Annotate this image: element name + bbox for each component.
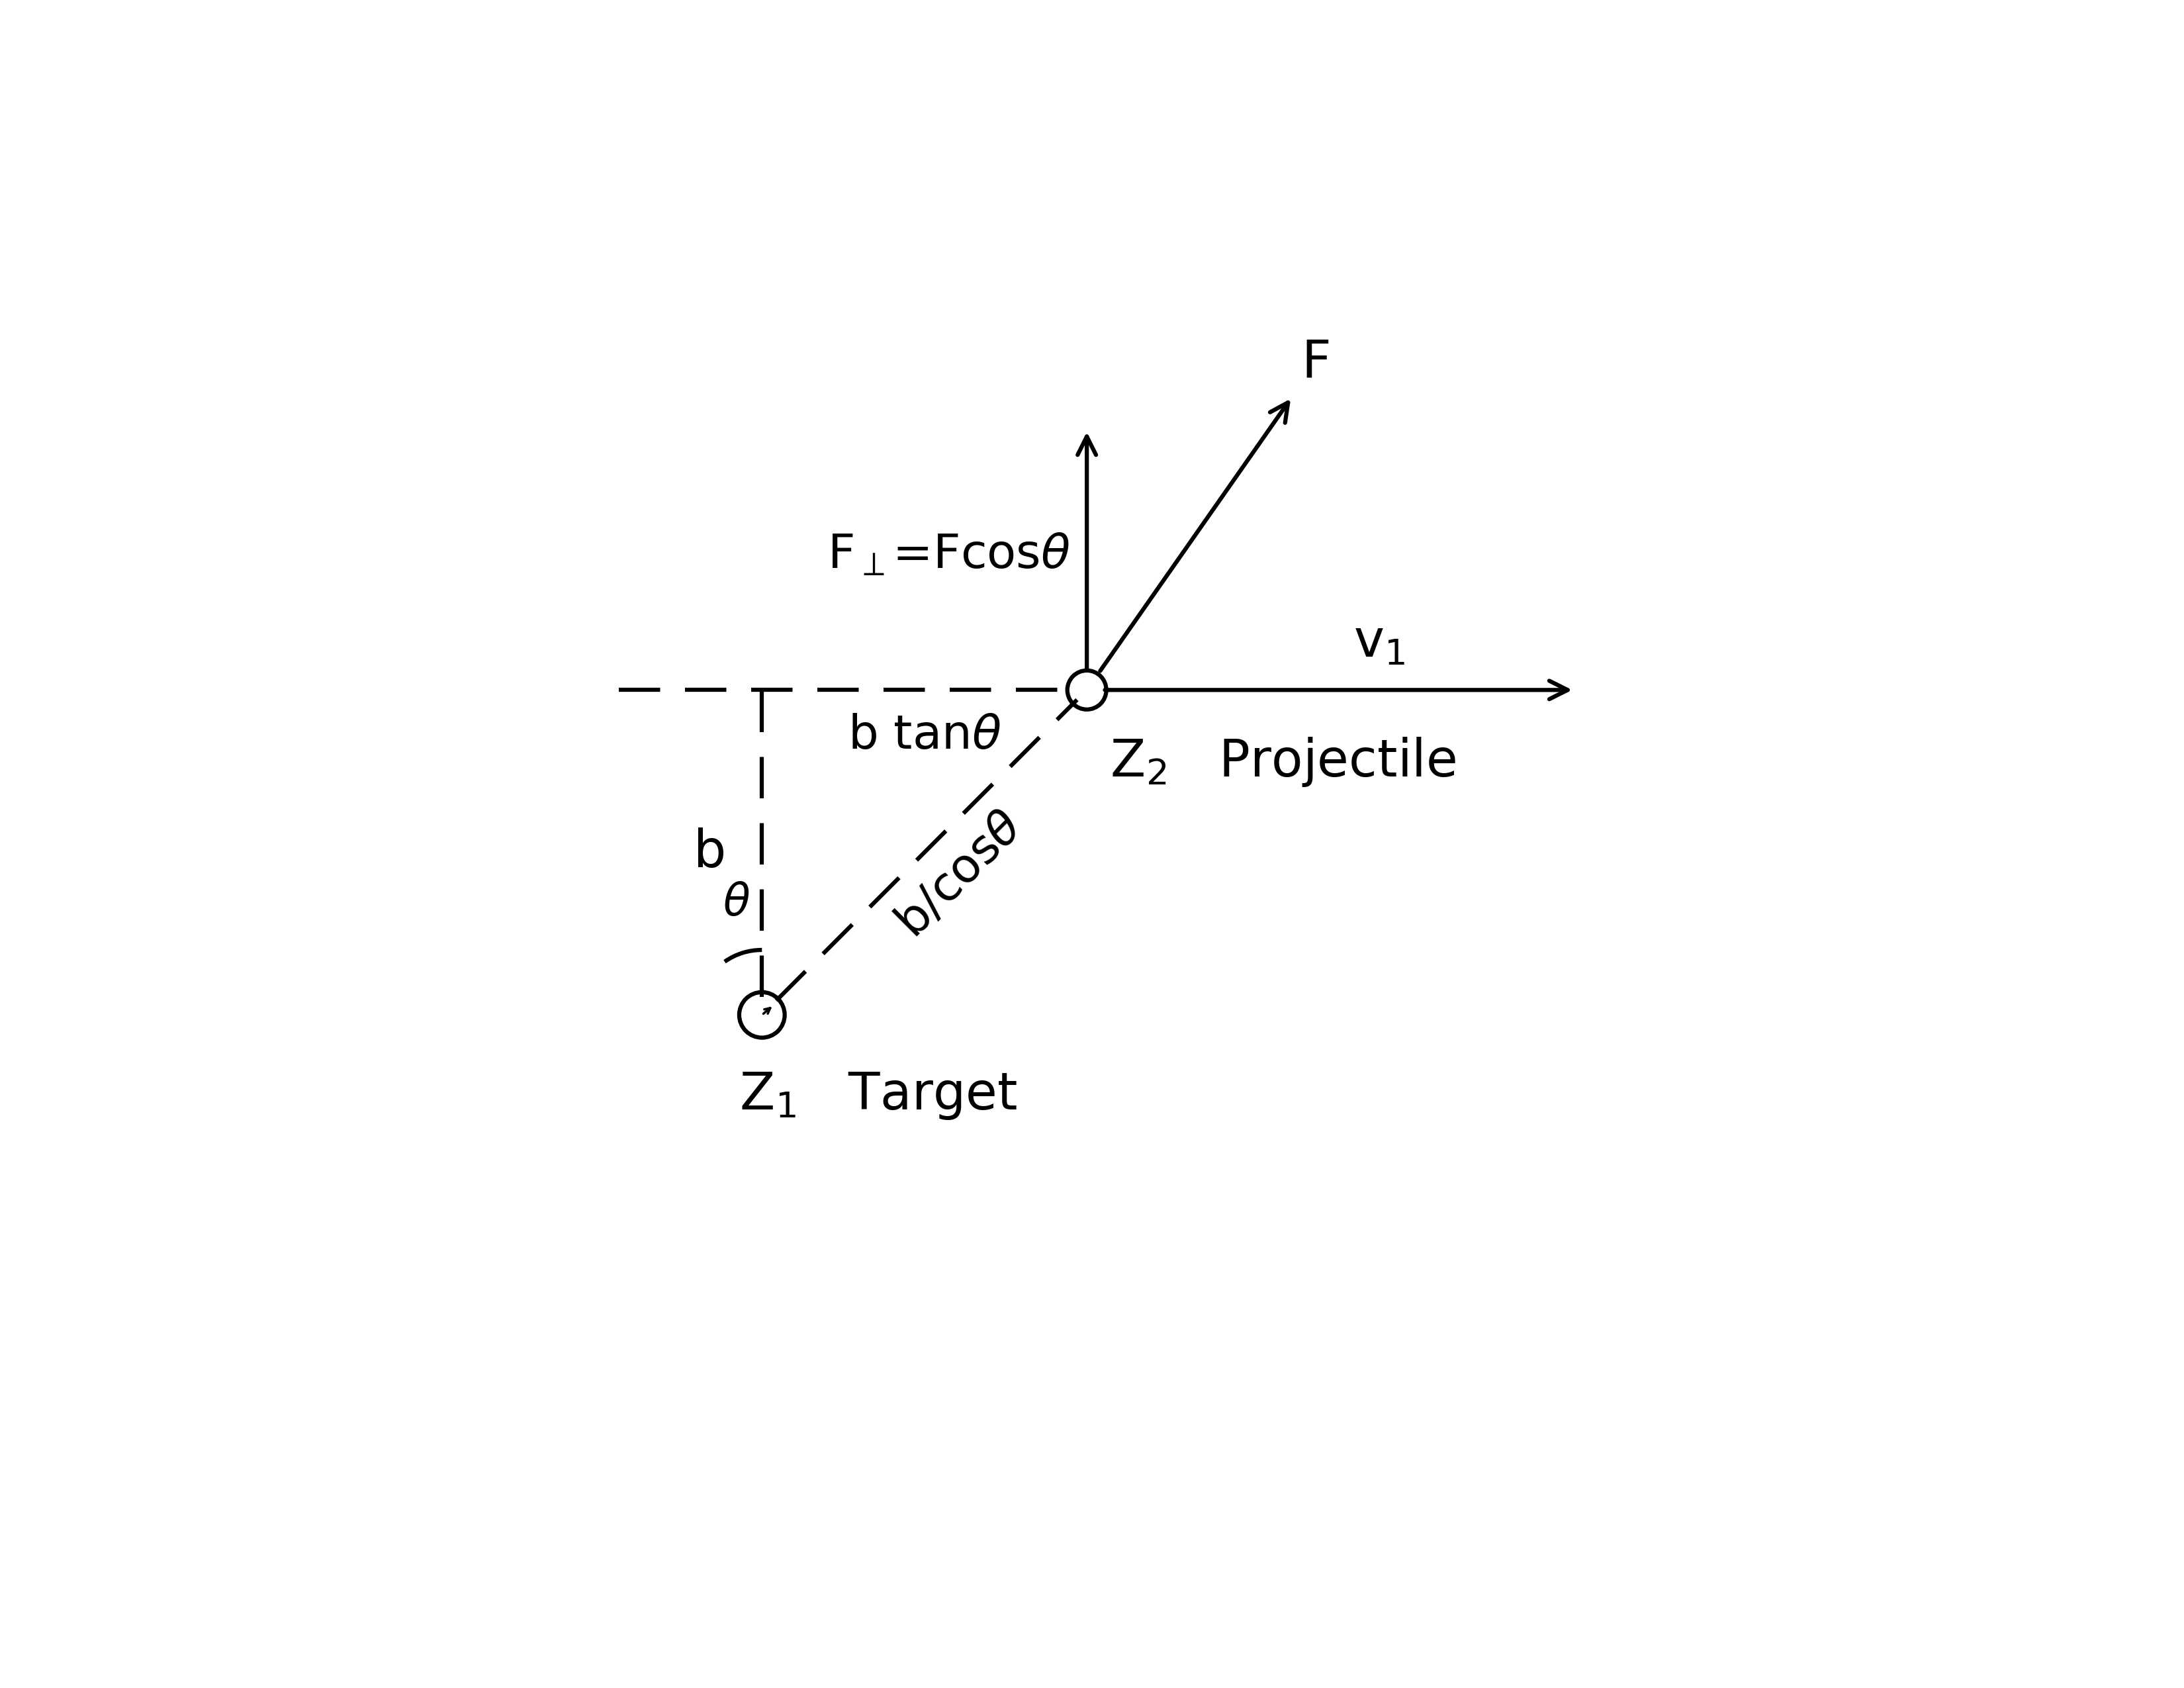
Text: b: b	[695, 827, 727, 878]
Text: Z$_2$   Projectile: Z$_2$ Projectile	[1109, 736, 1455, 788]
Text: $\theta$: $\theta$	[723, 881, 751, 925]
Text: b/cos$\theta$: b/cos$\theta$	[889, 803, 1031, 947]
Text: v$_1$: v$_1$	[1354, 616, 1404, 667]
Text: Z$_1$   Target: Z$_1$ Target	[738, 1070, 1018, 1121]
Text: F$_{\perp}$=Fcos$\theta$: F$_{\perp}$=Fcos$\theta$	[828, 532, 1070, 577]
Text: F: F	[1302, 338, 1330, 388]
Text: b tan$\theta$: b tan$\theta$	[847, 712, 1000, 758]
